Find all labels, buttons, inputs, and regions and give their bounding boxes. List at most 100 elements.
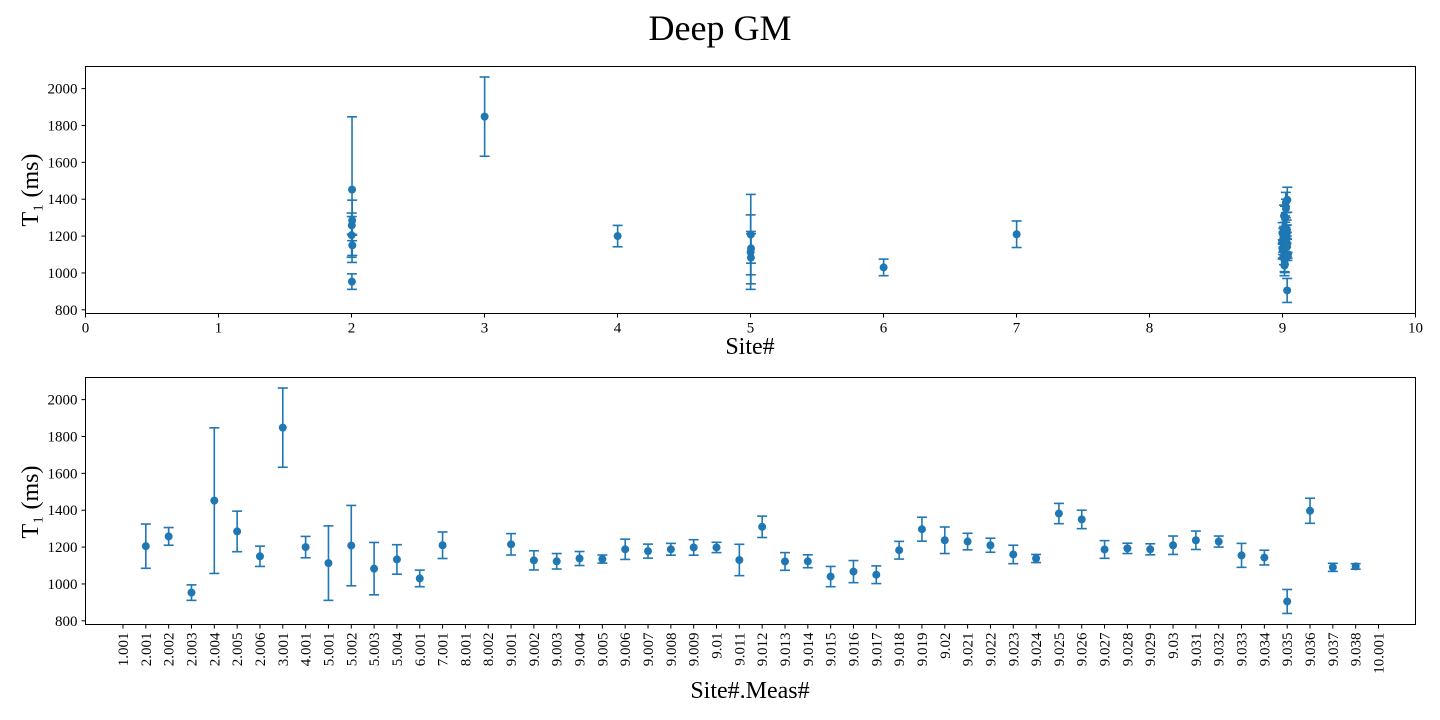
- bottom-data-point: [963, 537, 972, 546]
- top-xtick-label: 2: [348, 321, 356, 337]
- bottom-ytick-label: 1400: [48, 503, 78, 519]
- bottom-x-axis-label: Site#.Meas#: [690, 678, 809, 704]
- bottom-data-point: [1077, 515, 1086, 524]
- bottom-data-point: [255, 552, 264, 561]
- bottom-data-point: [1260, 553, 1269, 562]
- top-xtick-label: 6: [880, 321, 888, 337]
- bottom-xtick-label: 9.035: [1280, 633, 1296, 667]
- bottom-xtick-label: 9.032: [1212, 633, 1228, 667]
- bottom-plot-marks: [140, 387, 1361, 615]
- bottom-xtick-label: 3.001: [276, 633, 292, 667]
- bottom-xtick-label: 9.002: [527, 633, 543, 667]
- bottom-xtick-label: 9.025: [1052, 633, 1068, 667]
- bottom-data-point: [438, 541, 447, 550]
- top-y-axis-label: T₁ (ms): [18, 153, 44, 226]
- bottom-data-point: [917, 525, 926, 534]
- top-ytick-label: 1600: [48, 155, 78, 171]
- bottom-xtick-label: 9.029: [1143, 633, 1159, 667]
- bottom-data-point: [621, 545, 630, 554]
- bottom-data-point: [1123, 544, 1132, 553]
- top-data-point: [613, 232, 622, 241]
- bottom-xtick-label: 5.004: [390, 632, 406, 666]
- bottom-data-point: [780, 557, 789, 566]
- bottom-xtick-label: 9.004: [573, 632, 589, 666]
- bottom-xtick-label: 9.031: [1189, 633, 1205, 667]
- bottom-ytick-label: 1600: [48, 466, 78, 482]
- bottom-data-point: [940, 536, 949, 545]
- bottom-xtick-label: 9.018: [892, 633, 908, 667]
- bottom-data-point: [164, 532, 173, 541]
- bottom-xtick-label: 9.023: [1006, 633, 1022, 667]
- bottom-xtick-label: 6.001: [413, 633, 429, 667]
- top-x-axis-label: Site#: [725, 334, 774, 360]
- top-xtick-label: 4: [614, 321, 622, 337]
- bottom-xtick-label: 9.012: [755, 633, 771, 667]
- bottom-data-point: [552, 557, 561, 566]
- bottom-data-point: [826, 572, 835, 581]
- bottom-data-point: [986, 541, 995, 550]
- bottom-xtick-label: 5.003: [367, 633, 383, 667]
- bottom-data-point: [849, 567, 858, 576]
- bottom-xtick-label: 9.037: [1326, 632, 1342, 666]
- top-data-point: [1283, 286, 1292, 295]
- bottom-ytick-label: 2000: [48, 393, 78, 409]
- bottom-xtick-label: 2.004: [207, 632, 223, 666]
- bottom-xtick-label: 9.001: [504, 633, 520, 667]
- bottom-xtick-label: 8.002: [481, 633, 497, 667]
- top-plot-ticks: 0 1 2 3 4 5 6 7 8 9 10 800 1000 1200 1400 1600 1800 2000: [48, 82, 1424, 337]
- top-ytick-label: 1000: [48, 266, 78, 282]
- bottom-data-point: [1009, 550, 1018, 559]
- bottom-xtick-label: 5.002: [344, 633, 360, 667]
- top-ytick-label: 1800: [48, 118, 78, 134]
- bottom-data-point: [803, 557, 812, 566]
- bottom-data-point: [1237, 551, 1246, 560]
- bottom-xtick-label: 9.017: [869, 632, 885, 666]
- bottom-data-point: [1032, 554, 1041, 563]
- top-xtick-label: 10: [1408, 321, 1423, 337]
- top-xtick-label: 0: [82, 321, 90, 337]
- bottom-data-point: [735, 555, 744, 564]
- bottom-xtick-label: 4.001: [299, 633, 315, 667]
- bottom-data-point: [1100, 545, 1109, 554]
- top-plot-panel: 0 1 2 3 4 5 6 7 8 9 10800100012001400160018002000 …: [18, 66, 1424, 360]
- bottom-ytick-label: 800: [55, 614, 78, 630]
- bottom-xtick-label: 9.033: [1235, 633, 1251, 667]
- bottom-xtick-label: 9.03: [1166, 633, 1182, 659]
- bottom-data-point: [1306, 506, 1315, 515]
- bottom-data-point: [1054, 509, 1063, 518]
- bottom-xtick-label: 9.008: [664, 633, 680, 667]
- bottom-xtick-label: 9.014: [801, 632, 817, 666]
- bottom-data-point: [598, 555, 607, 564]
- bottom-data-point: [666, 545, 675, 554]
- bottom-data-point: [507, 540, 516, 549]
- bottom-xtick-label: 9.028: [1120, 633, 1136, 667]
- top-data-point: [1283, 242, 1292, 251]
- top-data-point: [1012, 230, 1021, 239]
- top-xtick-label: 9: [1279, 321, 1287, 337]
- top-data-point: [879, 263, 888, 272]
- bottom-xtick-label: 2.002: [162, 633, 178, 667]
- top-xtick-label: 3: [481, 321, 489, 337]
- bottom-data-point: [347, 541, 356, 550]
- bottom-xtick-label: 9.02: [938, 633, 954, 659]
- top-data-point: [1283, 195, 1292, 204]
- bottom-xtick-label: 9.013: [778, 633, 794, 667]
- bottom-xtick-label: 9.021: [961, 633, 977, 667]
- bottom-xtick-label: 10.001: [1372, 633, 1388, 674]
- bottom-xtick-label: 5.001: [321, 633, 337, 667]
- top-data-point: [348, 216, 357, 225]
- bottom-data-point: [187, 588, 196, 597]
- bottom-xtick-label: 9.036: [1303, 632, 1319, 666]
- bottom-data-point: [712, 543, 721, 552]
- bottom-data-point: [1283, 597, 1292, 606]
- top-data-point: [480, 112, 489, 121]
- bottom-xtick-label: 9.007: [641, 632, 657, 666]
- top-ytick-label: 800: [55, 303, 78, 319]
- bottom-data-point: [301, 543, 310, 552]
- bottom-plot-frame: [85, 377, 1416, 625]
- bottom-data-point: [278, 423, 287, 432]
- bottom-data-point: [575, 554, 584, 563]
- bottom-xtick-label: 9.024: [1029, 632, 1045, 666]
- bottom-data-point: [324, 559, 333, 568]
- bottom-xtick-label: 9.027: [1098, 632, 1114, 666]
